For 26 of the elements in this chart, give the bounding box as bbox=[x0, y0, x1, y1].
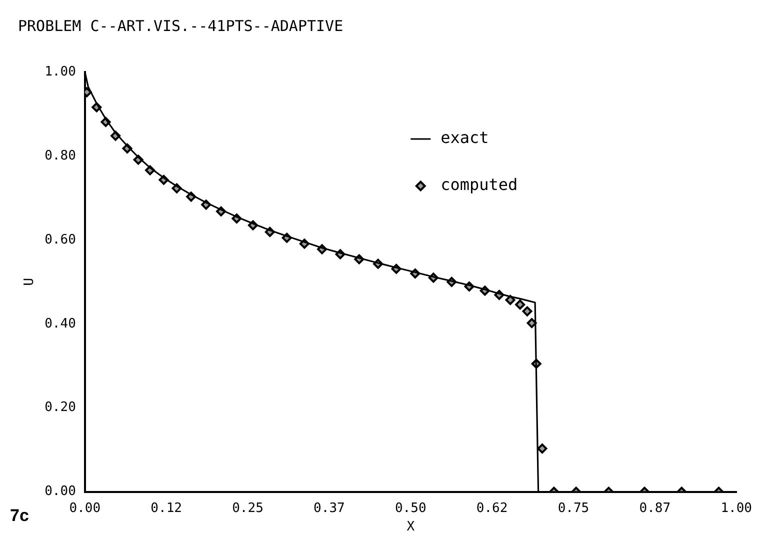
x-tick-label: 0.25 bbox=[232, 500, 264, 516]
chart-title: PROBLEM C--ART.VIS.--41PTS--ADAPTIVE bbox=[18, 16, 344, 35]
y-tick-label: 1.00 bbox=[44, 64, 76, 80]
text: 7c bbox=[10, 506, 29, 526]
y-tick-label: 0.80 bbox=[44, 148, 76, 164]
point bbox=[522, 306, 532, 316]
x-tick-label: 0.00 bbox=[69, 500, 101, 516]
x-tick-label: 0.75 bbox=[558, 500, 590, 516]
x-tick-label: 1.00 bbox=[720, 500, 752, 516]
x-tick-label: 0.62 bbox=[476, 500, 508, 516]
y-axis-title: U bbox=[22, 278, 38, 286]
point bbox=[537, 444, 548, 454]
y-tick-label: 0.20 bbox=[44, 400, 76, 416]
x-tick-label: 0.87 bbox=[639, 500, 671, 516]
point bbox=[515, 300, 526, 310]
y-tick-label: 0.60 bbox=[44, 232, 76, 248]
legend-label: exact bbox=[440, 128, 489, 148]
y-tick-label: 0.00 bbox=[44, 484, 76, 500]
point bbox=[505, 294, 516, 305]
y-tick-label: 0.40 bbox=[44, 316, 76, 332]
x-tick-label: 0.12 bbox=[150, 500, 182, 516]
legend-label: computed bbox=[440, 175, 518, 194]
x-tick-label: 0.50 bbox=[394, 500, 426, 516]
x-axis-title: X bbox=[406, 520, 415, 535]
point bbox=[526, 318, 537, 328]
x-tick-label: 0.37 bbox=[314, 500, 345, 516]
